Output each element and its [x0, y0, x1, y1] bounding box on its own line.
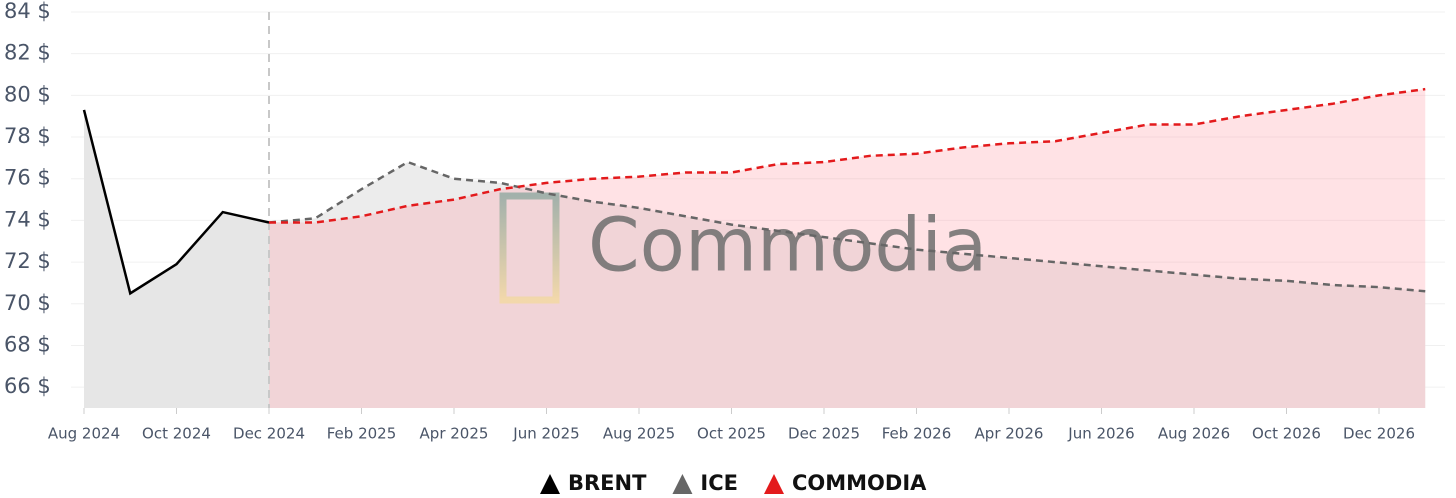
legend: BRENT ICE COMMODIA — [540, 471, 927, 495]
x-tick-label: Oct 2025 — [697, 425, 766, 443]
watermark: Commodia — [588, 203, 987, 289]
legend-label: BRENT — [568, 471, 647, 495]
y-tick-label: 72 $ — [4, 249, 51, 273]
x-tick-label: Aug 2024 — [48, 425, 120, 443]
legend-marker — [764, 474, 784, 494]
x-tick-label: Dec 2025 — [788, 425, 860, 443]
lines — [82, 87, 1426, 296]
area — [84, 109, 269, 409]
line — [82, 109, 270, 296]
legend-marker — [540, 474, 560, 494]
legend-label: ICE — [700, 471, 738, 495]
y-tick-label: 84 $ — [4, 0, 51, 23]
y-tick-label: 68 $ — [4, 332, 51, 356]
y-tick-label: 70 $ — [4, 291, 51, 315]
legend-label: COMMODIA — [792, 471, 927, 495]
x-tick-label: Jun 2025 — [512, 425, 579, 443]
line — [269, 87, 1426, 224]
x-tick-label: Apr 2026 — [975, 425, 1044, 443]
x-tick-label: Aug 2026 — [1158, 425, 1230, 443]
y-tick-label: 74 $ — [4, 207, 51, 231]
watermark-logo — [499, 192, 560, 304]
x-tick-label: Dec 2024 — [233, 425, 305, 443]
x-tick-label: Oct 2026 — [1252, 425, 1321, 443]
x-tick-label: Dec 2026 — [1343, 425, 1415, 443]
x-tick-label: Feb 2026 — [882, 425, 952, 443]
area — [269, 89, 1426, 409]
x-tick-label: Oct 2024 — [142, 425, 211, 443]
y-tick-label: 76 $ — [4, 166, 51, 190]
y-tick-label: 80 $ — [4, 82, 51, 106]
y-tick-label: 66 $ — [4, 374, 51, 398]
x-tick-label: Apr 2025 — [420, 425, 489, 443]
y-tick-label: 82 $ — [4, 41, 51, 65]
line — [268, 160, 1426, 293]
x-tick-label: Jun 2026 — [1067, 425, 1134, 443]
x-tick-label: Feb 2025 — [327, 425, 397, 443]
x-tick-label: Aug 2025 — [603, 425, 675, 443]
y-tick-label: 78 $ — [4, 124, 51, 148]
legend-marker — [672, 474, 693, 494]
